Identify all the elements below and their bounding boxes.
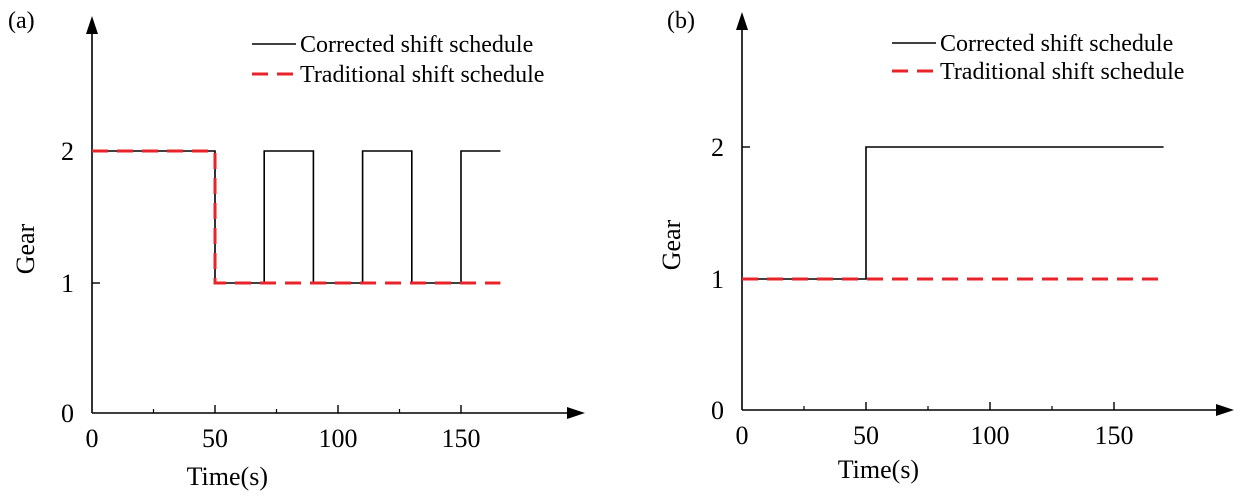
x-tick-label: 0 — [736, 421, 749, 450]
chart-panel-a: (a) 0 50 100 150 0 1 2 Time(s) Gear Corrected shif… — [8, 8, 585, 491]
y-axis-title: Gear — [657, 219, 686, 270]
y-axis-title: Gear — [11, 223, 40, 274]
x-tick-label: 50 — [853, 421, 879, 450]
panel-label: (a) — [8, 8, 35, 34]
x-tick-label: 150 — [442, 424, 481, 453]
x-axis-arrow — [567, 407, 585, 419]
x-tick-label: 150 — [1095, 421, 1134, 450]
x-axis-title: Time(s) — [187, 462, 268, 491]
y-tick-label: 0 — [61, 399, 74, 428]
y-tick-label: 0 — [711, 396, 724, 425]
legend-entry-label: Corrected shift schedule — [940, 31, 1173, 57]
y-axis-arrow — [736, 12, 748, 30]
x-tick-label: 100 — [319, 424, 358, 453]
corrected-shift-series-line — [742, 146, 1164, 280]
x-axis-title: Time(s) — [838, 455, 919, 484]
chart-panel-b: (b) 0 50 100 150 0 1 2 Time(s) Gear Corrected shif… — [657, 8, 1234, 484]
x-tick-label: 50 — [202, 424, 228, 453]
y-tick-label: 2 — [711, 133, 724, 162]
corrected-shift-series-line — [92, 150, 501, 284]
panel-label: (b) — [667, 8, 695, 34]
traditional-shift-series-line — [92, 149, 501, 285]
legend-entry-label: Corrected shift schedule — [300, 32, 533, 58]
legend-entry-label: Traditional shift schedule — [300, 62, 544, 88]
y-tick-label: 1 — [711, 265, 724, 294]
y-tick-label: 2 — [61, 137, 74, 166]
x-tick-label: 100 — [971, 421, 1010, 450]
legend-entry-label: Traditional shift schedule — [940, 59, 1184, 85]
x-tick-label: 0 — [86, 424, 99, 453]
y-axis-arrow — [86, 16, 98, 34]
y-tick-label: 1 — [61, 269, 74, 298]
x-axis-arrow — [1216, 404, 1234, 416]
